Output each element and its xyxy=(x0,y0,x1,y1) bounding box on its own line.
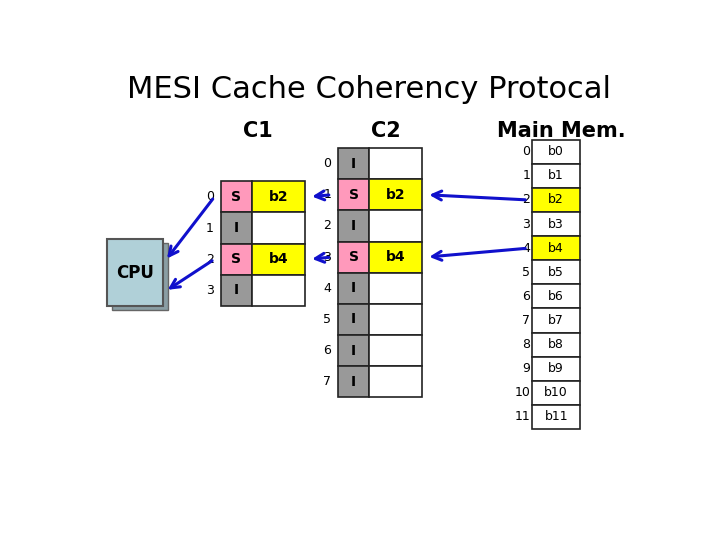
Bar xyxy=(533,164,580,188)
Text: 1: 1 xyxy=(206,221,214,234)
Text: b11: b11 xyxy=(544,410,568,423)
Bar xyxy=(533,405,580,429)
Text: I: I xyxy=(351,375,356,389)
Text: 4: 4 xyxy=(323,282,331,295)
Bar xyxy=(533,308,580,333)
Text: S: S xyxy=(231,252,241,266)
Bar xyxy=(369,179,422,210)
Text: b3: b3 xyxy=(549,218,564,231)
Text: I: I xyxy=(351,343,356,357)
Bar xyxy=(369,148,422,179)
Bar xyxy=(338,210,369,241)
Bar xyxy=(112,243,168,310)
Text: b7: b7 xyxy=(548,314,564,327)
Bar xyxy=(369,241,422,273)
Text: Main Mem.: Main Mem. xyxy=(498,122,626,141)
Text: b8: b8 xyxy=(548,338,564,351)
Bar xyxy=(252,244,305,275)
Bar xyxy=(338,335,369,366)
Text: 0: 0 xyxy=(206,190,214,204)
Bar xyxy=(533,357,580,381)
Text: 5: 5 xyxy=(522,266,530,279)
Text: CPU: CPU xyxy=(116,264,153,282)
Bar xyxy=(221,244,252,275)
Text: 2: 2 xyxy=(523,193,530,206)
Bar xyxy=(338,148,369,179)
Text: b2: b2 xyxy=(386,188,405,202)
Bar xyxy=(369,366,422,397)
Bar xyxy=(107,239,163,306)
Text: b4: b4 xyxy=(549,242,564,255)
Bar xyxy=(533,140,580,164)
Text: S: S xyxy=(348,250,359,264)
Text: 7: 7 xyxy=(323,375,331,388)
Text: 5: 5 xyxy=(323,313,331,326)
Text: S: S xyxy=(231,190,241,204)
Bar xyxy=(533,381,580,405)
Text: b9: b9 xyxy=(549,362,564,375)
Text: 4: 4 xyxy=(523,242,530,255)
Text: 3: 3 xyxy=(523,218,530,231)
Text: 11: 11 xyxy=(515,410,530,423)
Bar xyxy=(221,275,252,306)
Bar xyxy=(533,212,580,236)
Text: 10: 10 xyxy=(514,386,530,400)
Bar xyxy=(369,304,422,335)
Bar xyxy=(369,335,422,366)
Bar xyxy=(369,273,422,304)
Bar xyxy=(252,275,305,306)
Text: I: I xyxy=(351,219,356,233)
Text: b5: b5 xyxy=(548,266,564,279)
Text: 1: 1 xyxy=(523,170,530,183)
Text: S: S xyxy=(348,188,359,202)
Text: 2: 2 xyxy=(323,219,331,232)
Bar xyxy=(369,210,422,241)
Text: C1: C1 xyxy=(243,122,272,141)
Bar xyxy=(338,304,369,335)
Bar xyxy=(252,181,305,212)
Text: 6: 6 xyxy=(323,344,331,357)
Text: b1: b1 xyxy=(549,170,564,183)
Bar xyxy=(338,273,369,304)
Text: b0: b0 xyxy=(548,145,564,158)
Text: I: I xyxy=(351,157,356,171)
Text: I: I xyxy=(234,284,239,298)
Text: b6: b6 xyxy=(549,290,564,303)
Bar xyxy=(533,260,580,285)
Text: 0: 0 xyxy=(522,145,530,158)
Text: 8: 8 xyxy=(522,338,530,351)
Text: b2: b2 xyxy=(269,190,288,204)
Text: b4: b4 xyxy=(269,252,288,266)
Text: 3: 3 xyxy=(323,251,331,264)
Text: 7: 7 xyxy=(522,314,530,327)
Bar xyxy=(338,179,369,210)
Bar xyxy=(533,285,580,308)
Text: b2: b2 xyxy=(549,193,564,206)
Bar xyxy=(221,212,252,244)
Text: 9: 9 xyxy=(523,362,530,375)
Text: MESI Cache Coherency Protocal: MESI Cache Coherency Protocal xyxy=(127,75,611,104)
Text: I: I xyxy=(351,281,356,295)
Text: 2: 2 xyxy=(206,253,214,266)
Bar xyxy=(533,236,580,260)
Bar xyxy=(252,212,305,244)
Bar xyxy=(533,333,580,357)
Text: 1: 1 xyxy=(323,188,331,201)
Text: 6: 6 xyxy=(523,290,530,303)
Text: 0: 0 xyxy=(323,157,331,170)
Bar xyxy=(221,181,252,212)
Text: C2: C2 xyxy=(371,122,400,141)
Text: b4: b4 xyxy=(386,250,405,264)
Text: I: I xyxy=(351,313,356,327)
Text: 3: 3 xyxy=(206,284,214,297)
Text: I: I xyxy=(234,221,239,235)
Bar xyxy=(338,366,369,397)
Bar xyxy=(533,188,580,212)
Text: b10: b10 xyxy=(544,386,568,400)
Bar xyxy=(338,241,369,273)
